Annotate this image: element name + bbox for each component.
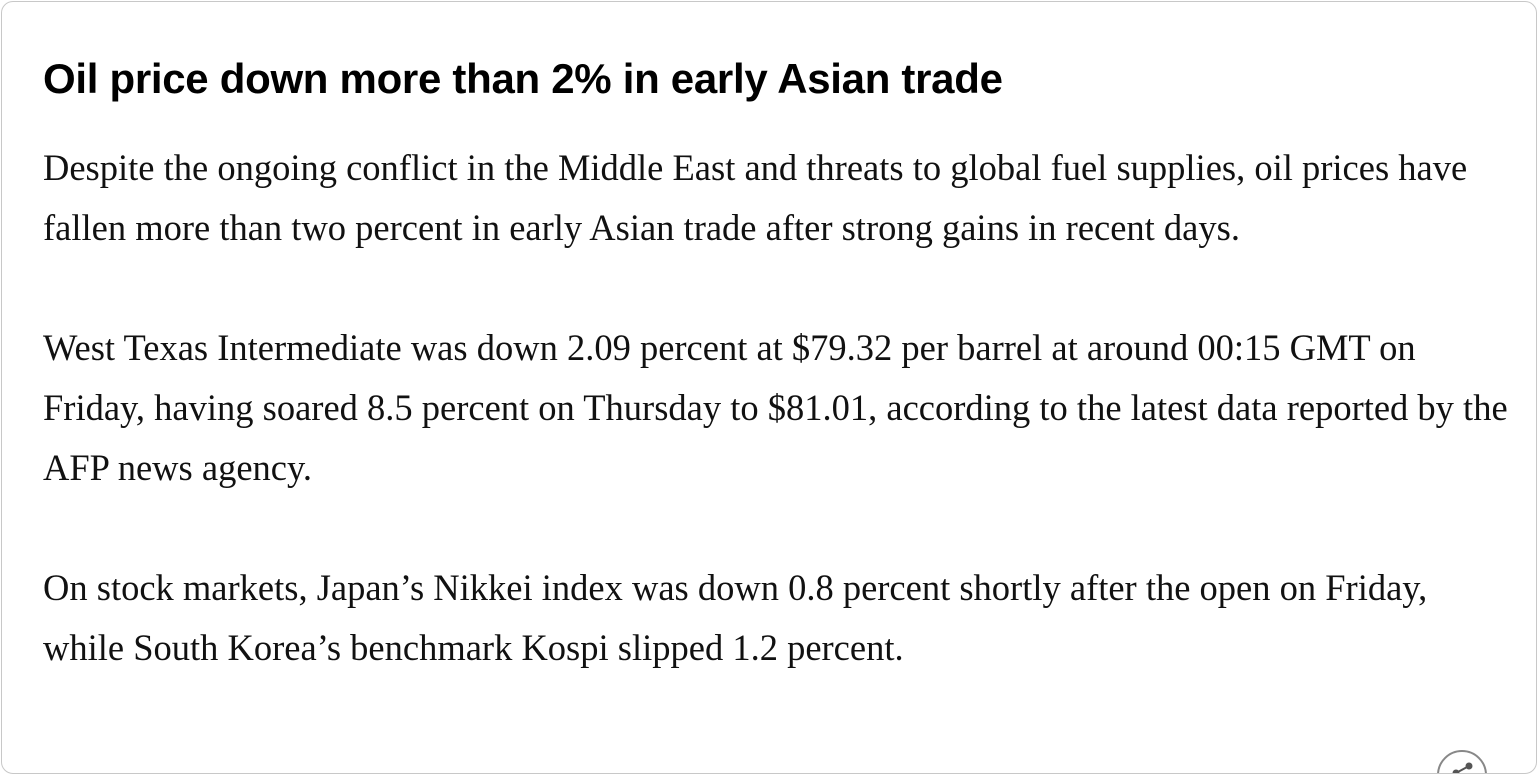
paragraph: Despite the ongoing conflict in the Midd… (43, 147, 1468, 248)
article-body: Despite the ongoing conflict in the Midd… (43, 138, 1513, 678)
paragraph: West Texas Intermediate was down 2.09 pe… (43, 327, 1508, 488)
share-button[interactable] (1437, 750, 1487, 773)
paragraph: On stock markets, Japan’s Nikkei index w… (43, 567, 1428, 668)
headline: Oil price down more than 2% in early Asi… (43, 55, 1003, 102)
